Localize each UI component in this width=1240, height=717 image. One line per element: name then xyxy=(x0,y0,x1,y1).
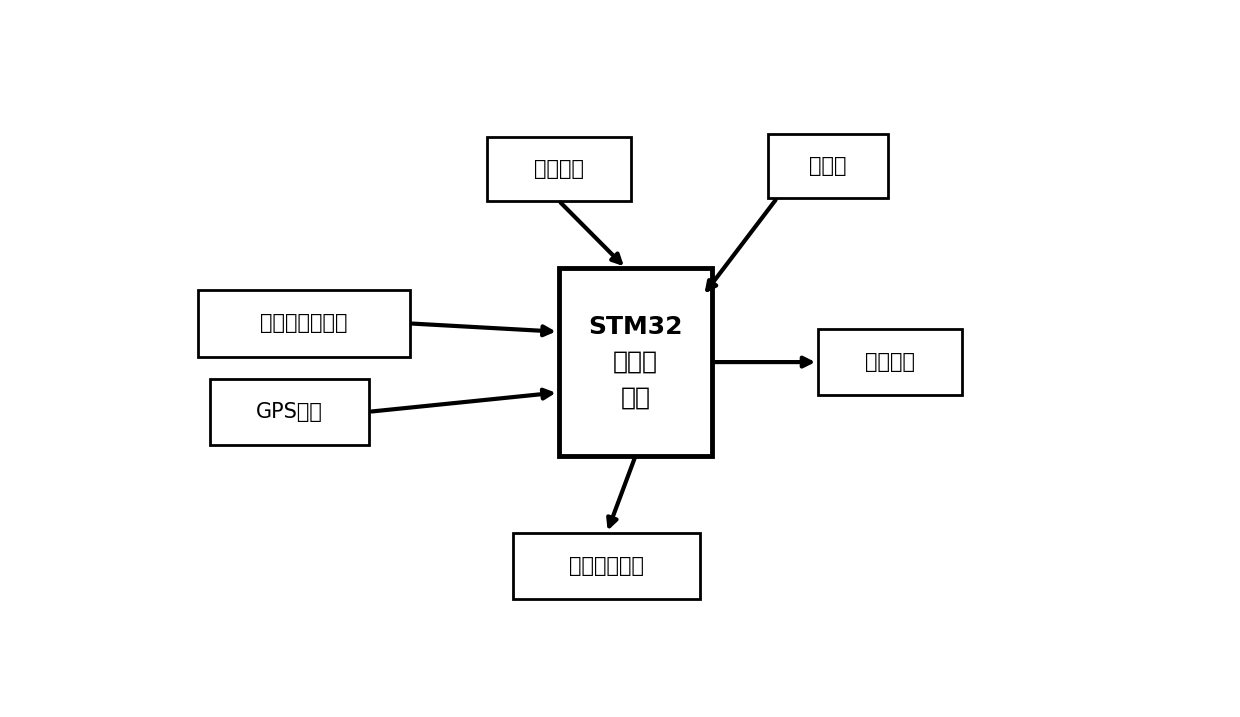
Bar xyxy=(513,533,701,599)
Text: 无线通信模块: 无线通信模块 xyxy=(569,556,644,576)
Bar xyxy=(818,329,962,395)
Text: 报警模块: 报警模块 xyxy=(866,352,915,372)
Text: 显示器: 显示器 xyxy=(808,156,847,176)
Text: GPS模块: GPS模块 xyxy=(257,402,322,422)
Text: 加速度检测模块: 加速度检测模块 xyxy=(260,313,347,333)
Bar xyxy=(768,134,888,198)
Bar xyxy=(198,290,409,356)
Bar xyxy=(211,379,368,445)
Bar xyxy=(558,268,712,456)
Bar xyxy=(486,137,631,201)
Text: 电源模块: 电源模块 xyxy=(533,159,584,179)
Text: STM32
控制器
模块: STM32 控制器 模块 xyxy=(588,315,683,409)
